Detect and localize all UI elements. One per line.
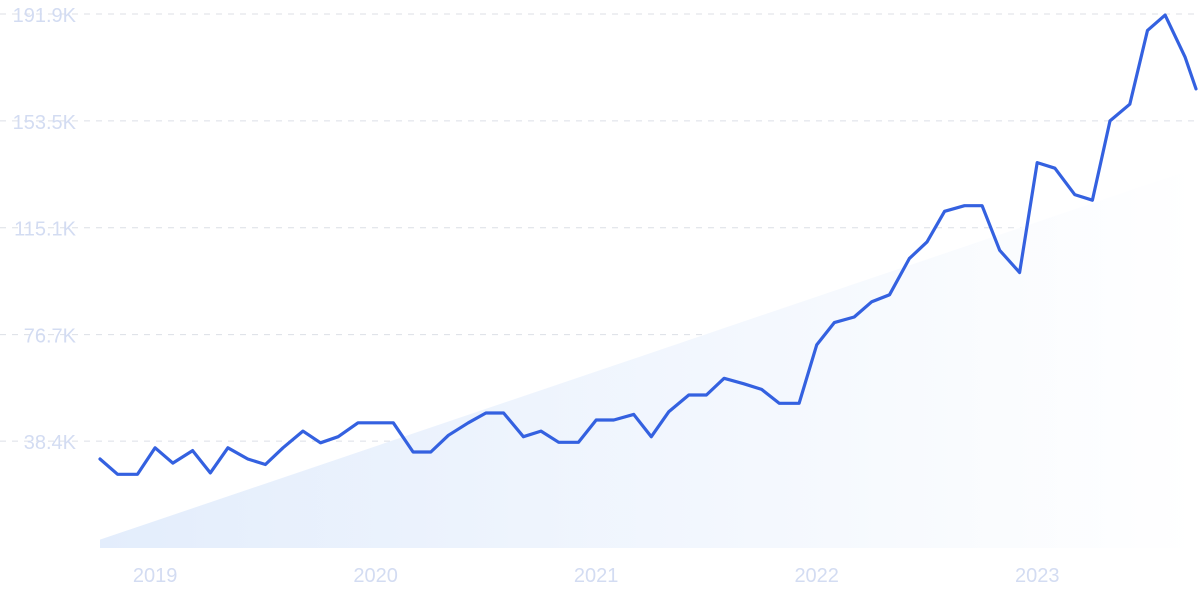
x-tick-label: 2021 <box>574 565 619 587</box>
x-axis-ticks: 2019 2020 2021 2022 2023 <box>133 565 1060 587</box>
y-tick-label: 153.5K <box>13 112 77 134</box>
data-point <box>815 343 818 346</box>
data-point <box>925 240 928 243</box>
data-point <box>374 421 377 424</box>
data-point <box>226 446 229 449</box>
data-point <box>1073 193 1076 196</box>
x-tick-label: 2019 <box>133 565 178 587</box>
data-point <box>282 446 285 449</box>
data-point <box>301 430 304 433</box>
data-point <box>429 450 432 453</box>
data-point <box>577 441 580 444</box>
series-line-0 <box>98 13 1198 476</box>
data-point <box>908 257 911 260</box>
y-tick-label: 38.4K <box>24 432 77 454</box>
data-point <box>392 421 395 424</box>
data-point <box>1183 55 1186 58</box>
data-point <box>778 402 781 405</box>
data-point <box>1053 167 1056 170</box>
data-point <box>412 450 415 453</box>
data-point <box>612 418 615 421</box>
data-point <box>540 430 543 433</box>
data-point <box>1164 14 1167 17</box>
data-point <box>833 321 836 324</box>
data-point <box>1146 29 1149 32</box>
data-point <box>742 382 745 385</box>
data-point <box>522 435 525 438</box>
data-point <box>1108 119 1111 122</box>
data-point <box>888 293 891 296</box>
data-point <box>264 463 267 466</box>
data-point <box>1018 271 1021 274</box>
x-tick-label: 2022 <box>794 565 839 587</box>
data-point <box>99 457 102 460</box>
data-point <box>502 412 505 415</box>
data-point <box>116 473 119 476</box>
data-point <box>723 377 726 380</box>
data-point <box>136 473 139 476</box>
trend-area-fill <box>100 168 1196 548</box>
y-tick-label: 191.9K <box>13 5 77 27</box>
data-point <box>981 204 984 207</box>
data-point <box>319 441 322 444</box>
data-point <box>171 462 174 465</box>
data-point <box>943 210 946 213</box>
data-point <box>447 434 450 437</box>
data-point <box>1036 161 1039 164</box>
data-point <box>870 300 873 303</box>
data-point <box>191 449 194 452</box>
y-tick-label: 115.1K <box>14 219 77 241</box>
data-point <box>1195 87 1198 90</box>
trend-area <box>100 168 1196 548</box>
data-point <box>154 446 157 449</box>
data-point <box>557 441 560 444</box>
y-axis-ticks: 38.4K 76.7K 115.1K 153.5K 191.9K <box>13 5 77 454</box>
x-tick-label: 2023 <box>1015 565 1060 587</box>
x-tick-label: 2020 <box>353 565 398 587</box>
data-point <box>667 410 670 413</box>
series-layer <box>98 13 1198 476</box>
data-point <box>209 471 212 474</box>
data-point <box>632 413 635 416</box>
data-point <box>357 421 360 424</box>
data-point <box>687 393 690 396</box>
data-point <box>1091 199 1094 202</box>
data-point <box>467 421 470 424</box>
data-point <box>1128 103 1131 106</box>
data-point <box>650 435 653 438</box>
data-point <box>705 393 708 396</box>
y-tick-label: 76.7K <box>24 326 77 348</box>
data-point <box>963 204 966 207</box>
data-point <box>760 388 763 391</box>
data-point <box>798 402 801 405</box>
data-point <box>246 457 249 460</box>
data-point <box>853 316 856 319</box>
data-point <box>998 249 1001 252</box>
data-point <box>484 412 487 415</box>
data-point <box>595 418 598 421</box>
data-point <box>337 435 340 438</box>
